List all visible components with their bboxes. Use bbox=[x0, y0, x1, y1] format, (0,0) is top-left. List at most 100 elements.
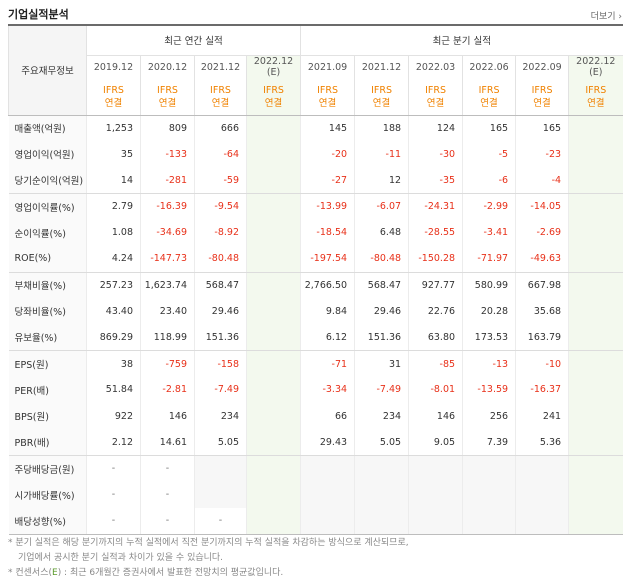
table-cell bbox=[245, 324, 301, 352]
table-cell: 29.43 bbox=[300, 429, 355, 456]
row-label: 배당성향(%) bbox=[8, 507, 87, 535]
table-cell: 66 bbox=[300, 403, 355, 430]
table-cell bbox=[245, 376, 301, 404]
table-cell: -80.48 bbox=[194, 245, 247, 273]
footnote-2: 기업에서 공시한 분기 실적과 차이가 있을 수 있습니다. bbox=[18, 553, 224, 563]
table-cell bbox=[568, 455, 623, 482]
row-label: 당기순이익(억원) bbox=[8, 167, 87, 195]
table-cell: 4.24 bbox=[86, 245, 141, 273]
table-cell: -13 bbox=[462, 350, 516, 377]
table-row: 영업이익(억원) 35 -133 -64 -20 -11 -30 -5 -23 bbox=[8, 141, 623, 168]
table-cell: -49.63 bbox=[515, 245, 569, 273]
table-cell: -150.28 bbox=[408, 245, 463, 273]
table-cell: -85 bbox=[408, 350, 463, 377]
table-cell bbox=[568, 167, 623, 195]
table-cell bbox=[245, 115, 301, 142]
table-cell: -2.99 bbox=[462, 193, 516, 220]
table-cell: -16.39 bbox=[140, 193, 195, 220]
table-cell bbox=[568, 298, 623, 325]
table-cell: 29.46 bbox=[354, 298, 409, 325]
table-cell: 151.36 bbox=[354, 324, 409, 352]
table-cell: -8.01 bbox=[408, 376, 463, 404]
table-cell bbox=[194, 481, 247, 508]
table-cell: 29.46 bbox=[194, 298, 247, 325]
table-cell: -71.97 bbox=[462, 245, 516, 273]
table-cell: 14.61 bbox=[140, 429, 195, 456]
ifrs-label: IFRS 연결 bbox=[462, 79, 516, 116]
period-header: 2020.12 bbox=[140, 54, 195, 79]
period-header: 2022.03 bbox=[408, 54, 463, 79]
table-cell: 151.36 bbox=[194, 324, 247, 352]
table-cell: - bbox=[86, 507, 141, 535]
table-cell bbox=[245, 298, 301, 325]
table-cell: -10 bbox=[515, 350, 569, 377]
table-cell: 9.84 bbox=[300, 298, 355, 325]
table-cell: 869.29 bbox=[86, 324, 141, 352]
row-label: ROE(%) bbox=[8, 245, 87, 273]
table-row: 당기순이익(억원) 14 -281 -59 -27 12 -35 -6 -4 bbox=[8, 167, 623, 195]
row-label: PBR(배) bbox=[8, 429, 87, 456]
table-cell: 6.12 bbox=[300, 324, 355, 352]
table-row: PER(배) 51.84 -2.81 -7.49 -3.34 -7.49 -8.01 -13.… bbox=[8, 376, 623, 404]
table-cell: 20.28 bbox=[462, 298, 516, 325]
ifrs-label: IFRS 연결 bbox=[86, 79, 141, 116]
table-cell: 667.98 bbox=[515, 272, 569, 299]
table-cell bbox=[462, 481, 516, 508]
period-header: 2021.12 bbox=[354, 54, 409, 79]
table-cell bbox=[194, 455, 247, 482]
row-label: 당좌비율(%) bbox=[8, 298, 87, 325]
table-cell: -7.49 bbox=[354, 376, 409, 404]
table-row: 주당배당금(원) - - bbox=[8, 455, 623, 482]
table-cell: 234 bbox=[354, 403, 409, 430]
table-cell: 568.47 bbox=[194, 272, 247, 299]
table-cell bbox=[568, 141, 623, 168]
table-cell: 14 bbox=[86, 167, 141, 195]
footnotes: * 분기 실적은 해당 분기까지의 누적 실적에서 직전 분기까지의 누적 실적… bbox=[8, 536, 622, 581]
quarter-group-header: 최근 분기 실적 bbox=[300, 25, 623, 55]
table-cell: 257.23 bbox=[86, 272, 141, 299]
period-header: 2021.12 bbox=[194, 54, 247, 79]
table-cell: 922 bbox=[86, 403, 141, 430]
table-cell bbox=[354, 507, 409, 535]
row-header-label: 주요재무정보 bbox=[8, 25, 87, 116]
footnote-1: * 분기 실적은 해당 분기까지의 누적 실적에서 직전 분기까지의 누적 실적… bbox=[8, 538, 409, 548]
table-cell bbox=[568, 219, 623, 246]
table-cell bbox=[245, 429, 301, 456]
row-label: 부채비율(%) bbox=[8, 272, 87, 299]
table-cell: -9.54 bbox=[194, 193, 247, 220]
table-cell: -34.69 bbox=[140, 219, 195, 246]
more-link[interactable]: 더보기 › bbox=[590, 12, 622, 22]
table-cell: 241 bbox=[515, 403, 569, 430]
table-cell: -8.92 bbox=[194, 219, 247, 246]
table-cell: -281 bbox=[140, 167, 195, 195]
table-cell: - bbox=[86, 455, 141, 482]
table-cell: 809 bbox=[140, 115, 195, 142]
table-cell: 256 bbox=[462, 403, 516, 430]
table-cell: 35.68 bbox=[515, 298, 569, 325]
table-cell bbox=[354, 481, 409, 508]
table-cell bbox=[245, 455, 301, 482]
table-row: 매출액(억원) 1,253 809 666 145 188 124 165 165 bbox=[8, 115, 623, 142]
table-cell: 7.39 bbox=[462, 429, 516, 456]
table-cell bbox=[245, 272, 301, 299]
ifrs-label: IFRS 연결 bbox=[140, 79, 195, 116]
table-cell: 63.80 bbox=[408, 324, 463, 352]
table-cell: 118.99 bbox=[140, 324, 195, 352]
ifrs-label: IFRS 연결 bbox=[194, 79, 247, 116]
table-cell: -14.05 bbox=[515, 193, 569, 220]
table-cell bbox=[408, 507, 463, 535]
table-cell bbox=[408, 481, 463, 508]
table-cell bbox=[245, 193, 301, 220]
table-cell: 22.76 bbox=[408, 298, 463, 325]
table-cell: - bbox=[140, 507, 195, 535]
table-cell: 12 bbox=[354, 167, 409, 195]
table-cell: -197.54 bbox=[300, 245, 355, 273]
table-cell bbox=[568, 507, 623, 535]
table-cell bbox=[462, 455, 516, 482]
table-cell: 5.05 bbox=[354, 429, 409, 456]
table-cell: 31 bbox=[354, 350, 409, 377]
table-cell bbox=[515, 455, 569, 482]
table-cell bbox=[568, 245, 623, 273]
table-cell: -59 bbox=[194, 167, 247, 195]
table-cell bbox=[245, 141, 301, 168]
